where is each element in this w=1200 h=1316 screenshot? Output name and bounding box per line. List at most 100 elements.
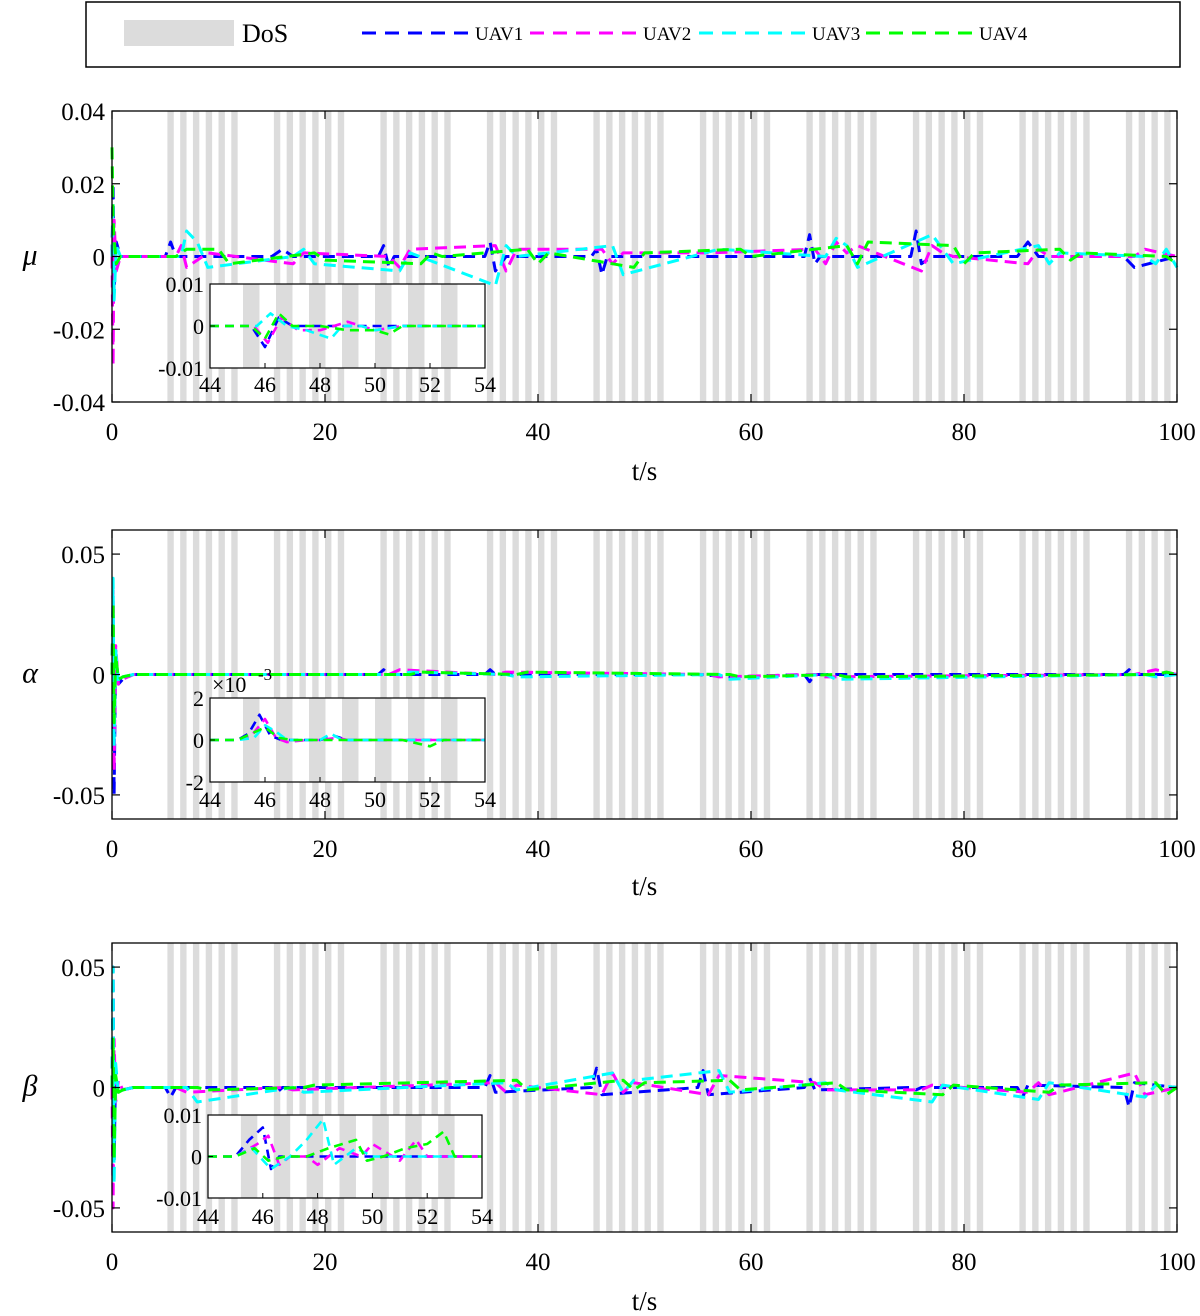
series-uav2 — [110, 1037, 1178, 1210]
inset-series-uav1 — [208, 1126, 482, 1171]
dos-interval — [538, 943, 545, 1232]
dos-interval — [738, 530, 745, 819]
dos-interval — [512, 530, 519, 819]
dos-interval — [606, 111, 613, 402]
dos-interval — [205, 111, 213, 402]
x-tick-label: 40 — [526, 419, 551, 446]
inset-x-tick-label: 46 — [254, 372, 276, 397]
inset-dos-interval — [408, 284, 425, 368]
dos-interval — [831, 943, 839, 1232]
y-tick-label: 0.04 — [61, 99, 105, 126]
series-uav4 — [110, 600, 1178, 725]
dos-interval — [299, 111, 306, 402]
inset-x-tick-label: 50 — [361, 1204, 383, 1229]
x-axis-label: t/s — [632, 1286, 658, 1316]
x-tick-label: 80 — [952, 419, 977, 446]
legend-label-uav4: UAV4 — [979, 24, 1028, 45]
inset-x-tick-label: 48 — [309, 787, 331, 812]
legend: DoS UAV1 UAV2 UAV3 UAV4 — [85, 1, 1181, 68]
dos-interval — [844, 943, 852, 1232]
inset-dos-interval — [276, 284, 293, 368]
inset-exponent-power: -3 — [258, 665, 272, 684]
dos-interval — [1044, 111, 1052, 402]
dos-interval — [699, 111, 707, 402]
dos-interval — [405, 943, 413, 1232]
y-tick-label: 0.05 — [61, 955, 105, 982]
series-uav3 — [110, 965, 1178, 1186]
inset-series-uav4 — [210, 726, 485, 748]
legend-label-uav3: UAV3 — [812, 24, 860, 45]
y-tick-label: -0.02 — [53, 317, 105, 344]
dos-interval — [380, 530, 387, 819]
inset-y-tick-label: 0.01 — [164, 1103, 203, 1128]
dos-interval — [712, 943, 720, 1232]
dos-interval — [512, 111, 519, 402]
inset-x-tick-label: 52 — [419, 787, 441, 812]
inset-x-tick-label: 44 — [199, 787, 221, 812]
y-tick-label: 0.02 — [61, 172, 105, 199]
dos-interval — [418, 530, 426, 819]
dos-interval — [1044, 943, 1052, 1232]
dos-interval — [550, 111, 558, 402]
legend-label-uav2: UAV2 — [643, 24, 691, 45]
dos-interval — [1138, 943, 1146, 1232]
dos-interval — [1019, 943, 1026, 1232]
dos-interval — [738, 943, 745, 1232]
inset-dos-interval — [243, 698, 260, 782]
inset-series-uav3 — [210, 723, 485, 742]
inset: 44 46 48 50 52 54 -0.01 0 0.01 — [156, 1103, 493, 1229]
inset-x-tick-label: 54 — [474, 372, 496, 397]
x-tick-label: 60 — [739, 836, 764, 863]
x-tick-label: 60 — [739, 1249, 764, 1276]
dos-interval — [337, 111, 345, 402]
legend-swatch-dos — [124, 20, 234, 46]
inset-y-tick-label: 0.01 — [166, 272, 205, 297]
inset-y-tick-label: 2 — [193, 686, 204, 711]
x-tick-label: 0 — [106, 419, 119, 446]
inset-x-tick-label: 46 — [252, 1204, 274, 1229]
y-axis-label: α — [22, 657, 39, 690]
inset-series-uav4 — [210, 312, 485, 340]
inset-series-uav4 — [208, 1130, 482, 1162]
dos-interval — [870, 943, 877, 1232]
inset-series-uav3 — [208, 1117, 482, 1171]
y-axis-label: μ — [21, 239, 37, 272]
x-tick-label: 20 — [313, 419, 338, 446]
inset-x-tick-label: 48 — [307, 1204, 329, 1229]
dos-interval — [486, 111, 494, 402]
dos-interval — [1164, 943, 1171, 1232]
inset-dos-interval — [243, 284, 260, 368]
dos-interval — [912, 943, 920, 1232]
dos-interval — [418, 111, 426, 402]
dos-interval — [751, 530, 758, 819]
dos-interval — [644, 943, 651, 1232]
x-tick-label: 100 — [1158, 419, 1196, 446]
x-tick-label: 80 — [952, 836, 977, 863]
dos-interval — [593, 943, 600, 1232]
x-tick-label: 60 — [739, 419, 764, 446]
dos-interval — [606, 943, 613, 1232]
inset-exponent-label: ×10 — [212, 672, 246, 697]
y-tick-label: 0.05 — [61, 542, 105, 569]
inset-y-tick-label: -0.01 — [156, 1186, 202, 1211]
dos-interval — [819, 943, 826, 1232]
dos-interval — [218, 943, 225, 1232]
y-tick-label: -0.04 — [53, 390, 106, 417]
x-tick-label: 100 — [1158, 836, 1196, 863]
dos-interval — [550, 530, 558, 819]
x-tick-label: 40 — [526, 1249, 551, 1276]
inset-x-tick-label: 52 — [419, 372, 441, 397]
inset-x-tick-label: 44 — [199, 372, 221, 397]
x-tick-label: 100 — [1158, 1249, 1196, 1276]
dos-interval — [631, 943, 639, 1232]
dos-interval — [738, 111, 745, 402]
inset-x-tick-label: 50 — [364, 372, 386, 397]
dos-interval — [844, 530, 852, 819]
inset-series-uav1 — [210, 316, 485, 349]
inset-dos-interval — [339, 1115, 356, 1198]
inset-y-tick-label: 0 — [193, 314, 204, 339]
dos-interval — [644, 111, 651, 402]
dos-interval — [699, 943, 707, 1232]
